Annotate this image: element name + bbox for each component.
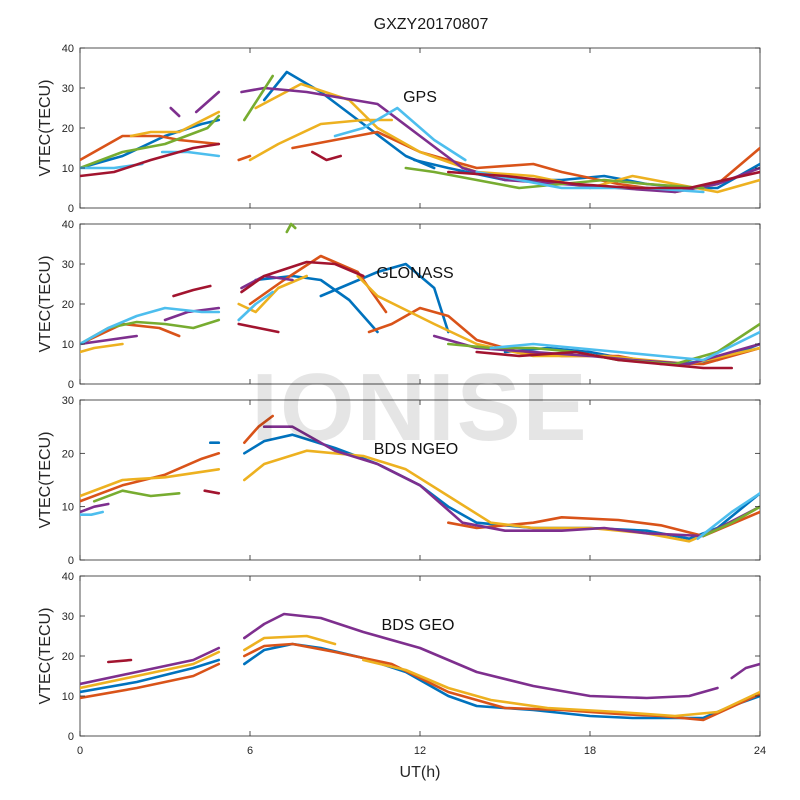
y-tick-label: 10 <box>62 163 74 175</box>
series-7-line <box>310 150 343 162</box>
series-4-line <box>730 662 760 680</box>
panel-label: BDS GEO <box>382 617 455 634</box>
series-6-line <box>80 306 221 346</box>
series-1-line <box>319 262 450 334</box>
y-tick-label: 40 <box>62 571 74 583</box>
series-3-line <box>361 658 760 718</box>
series-1-line <box>262 70 436 170</box>
series-5-line <box>107 658 133 664</box>
y-tick-label: 40 <box>62 219 74 231</box>
series-5-line <box>701 505 760 538</box>
y-tick-label: 10 <box>62 691 74 703</box>
watermark: IONISE <box>251 354 588 461</box>
y-tick-label: 40 <box>62 43 74 55</box>
panel-2: 0 10 20 30 40 VTEC(TECU) GLONASS <box>37 219 761 391</box>
series-group <box>80 70 760 194</box>
series-4-line <box>80 334 138 346</box>
figure-title: GXZY20170807 <box>374 16 489 33</box>
series-7-line <box>240 260 365 294</box>
series-5-line <box>80 114 221 170</box>
series-6-line <box>80 510 104 517</box>
plot-frame <box>79 223 761 385</box>
series-3-line <box>80 467 221 498</box>
series-4-line <box>80 646 221 686</box>
y-tick-label: 0 <box>68 731 74 743</box>
panel-4: 0 10 20 30 40 0 6 12 18 24 VTEC(TECU) BDS GEO <box>37 571 766 757</box>
series-7-line <box>203 489 221 495</box>
y-axis-label: VTEC(TECU) <box>37 608 54 705</box>
series-4-line <box>80 502 110 514</box>
series-4-line <box>194 90 221 114</box>
panel-3: 0 10 20 30 VTEC(TECU) BDS NGEO <box>37 395 761 567</box>
series-2-line <box>237 154 252 162</box>
series-7-line <box>237 322 280 334</box>
series-3-line <box>243 449 760 543</box>
series-group <box>80 222 760 370</box>
y-tick-label: 30 <box>62 259 74 271</box>
y-tick-label: 30 <box>62 395 74 407</box>
series-6-line <box>160 150 221 158</box>
series-2-line <box>80 322 181 346</box>
series-3-line <box>243 634 337 652</box>
series-7-line <box>80 142 221 178</box>
series-1-line <box>412 158 760 190</box>
x-axis-label: UT(h) <box>400 764 441 781</box>
series-2-line <box>80 134 221 162</box>
panels: 0 10 20 30 40 VTEC(TECU) GPS 0 10 20 30 40 VTEC(TECU… <box>37 43 766 757</box>
x-tick-label: 18 <box>584 745 596 757</box>
series-3-line <box>80 342 124 354</box>
series-1-line <box>80 658 221 694</box>
series-4-line <box>243 612 719 700</box>
y-axis-label: VTEC(TECU) <box>37 80 54 177</box>
series-2-line <box>243 414 275 445</box>
x-tick-label: 0 <box>77 745 83 757</box>
y-tick-label: 0 <box>68 203 74 215</box>
panel-label: GLONASS <box>376 265 453 282</box>
series-2-line <box>80 451 221 503</box>
series-5-line <box>285 222 297 234</box>
x-tick-label: 6 <box>247 745 253 757</box>
series-4-line <box>163 306 221 322</box>
x-tick-label: 24 <box>754 745 766 757</box>
series-5-line <box>404 166 705 190</box>
y-tick-label: 20 <box>62 123 74 135</box>
series-6-line <box>237 290 275 322</box>
series-3-line <box>129 110 221 138</box>
y-tick-label: 10 <box>62 339 74 351</box>
series-group <box>80 612 760 722</box>
series-4-line <box>262 425 760 538</box>
series-6-line <box>696 491 760 541</box>
series-6-line <box>333 106 467 162</box>
y-tick-label: 20 <box>62 448 74 460</box>
y-tick-label: 20 <box>62 299 74 311</box>
series-5-line <box>92 489 181 503</box>
series-4-line <box>169 106 181 118</box>
y-tick-label: 0 <box>68 379 74 391</box>
y-tick-label: 20 <box>62 651 74 663</box>
series-3-line <box>248 118 394 162</box>
series-1-line <box>243 433 760 541</box>
y-tick-label: 30 <box>62 611 74 623</box>
series-7-line <box>475 350 734 370</box>
y-axis-label: VTEC(TECU) <box>37 256 54 353</box>
series-group <box>80 414 760 543</box>
plot-frame <box>79 575 761 737</box>
series-2-line <box>80 662 221 700</box>
series-7-line <box>172 284 212 298</box>
series-5-line <box>243 74 275 122</box>
series-3-line <box>237 274 309 314</box>
y-tick-label: 0 <box>68 555 74 567</box>
panel-label: GPS <box>403 89 437 106</box>
panel-1: 0 10 20 30 40 VTEC(TECU) GPS <box>37 43 761 215</box>
panel-label: BDS NGEO <box>374 441 458 458</box>
series-7-line <box>446 170 760 190</box>
series-3-line <box>80 650 221 690</box>
y-tick-label: 30 <box>62 83 74 95</box>
y-tick-label: 10 <box>62 502 74 514</box>
y-axis-label: VTEC(TECU) <box>37 432 54 529</box>
x-tick-label: 12 <box>414 745 426 757</box>
series-6-line <box>489 330 760 362</box>
